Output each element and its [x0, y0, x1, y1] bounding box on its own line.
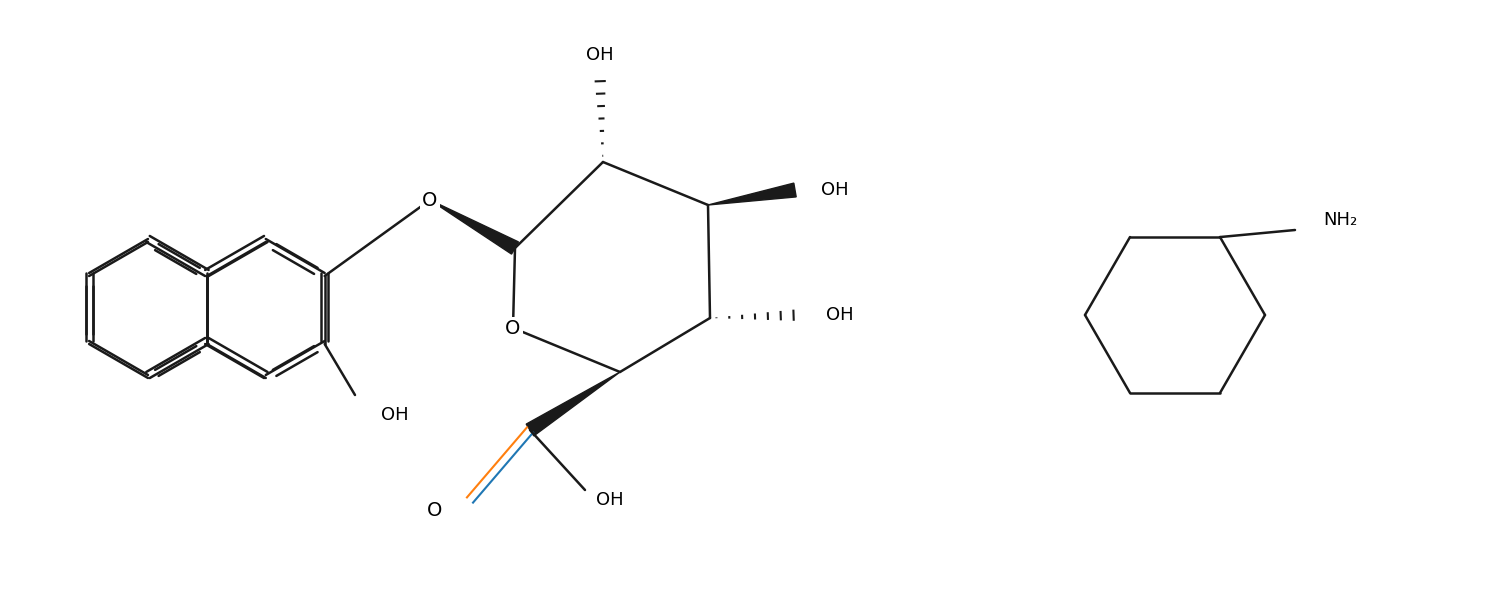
Text: OH: OH: [821, 181, 849, 199]
Polygon shape: [431, 200, 518, 254]
Polygon shape: [708, 183, 797, 205]
Text: NH₂: NH₂: [1322, 211, 1357, 229]
Text: OH: OH: [381, 406, 408, 424]
Text: O: O: [506, 319, 521, 338]
Text: OH: OH: [596, 491, 623, 509]
Text: O: O: [422, 190, 438, 209]
Polygon shape: [526, 372, 620, 436]
Text: O: O: [428, 500, 443, 519]
Text: OH: OH: [586, 46, 614, 64]
Text: OH: OH: [827, 306, 854, 324]
